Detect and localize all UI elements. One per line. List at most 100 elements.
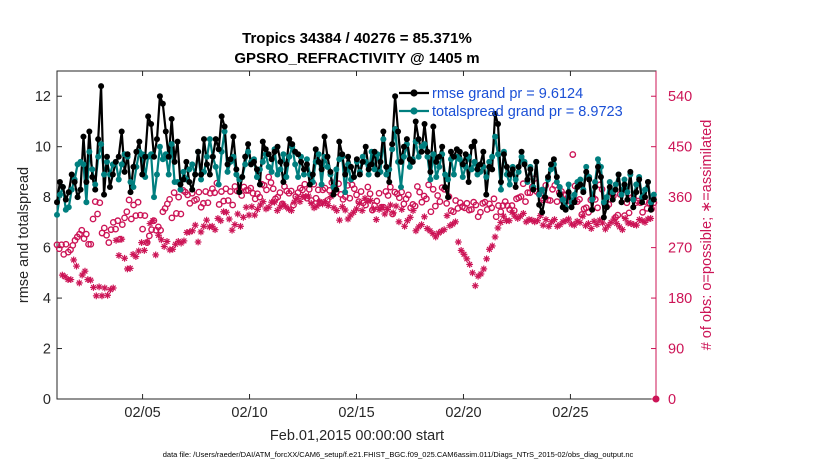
possible-point	[594, 204, 601, 212]
asterisk-stroke	[297, 198, 303, 205]
possible-point	[472, 201, 480, 209]
asterisk-stroke	[480, 266, 487, 272]
asterisk-stroke	[87, 277, 94, 283]
possible-point	[436, 198, 444, 206]
possible-point	[58, 241, 65, 249]
assimilated-point	[341, 206, 349, 214]
asterisk-stroke	[200, 223, 207, 230]
asterisk-stroke	[203, 217, 210, 223]
totalspread-point	[365, 171, 372, 178]
asterisk-stroke	[99, 293, 105, 299]
totalspread-point	[383, 171, 390, 178]
possible-point	[145, 232, 153, 240]
possible-point	[269, 185, 277, 193]
assimilated-point	[488, 242, 496, 250]
x-tick-label: 02/10	[231, 405, 267, 421]
rmse-point	[562, 206, 569, 213]
asterisk-stroke	[73, 263, 80, 269]
rmse-point	[89, 173, 96, 180]
rmse-point	[586, 176, 593, 183]
rmse-point	[542, 194, 549, 201]
rmse-point	[630, 204, 637, 211]
data-file-footer: data file: /Users/raeder/DAI/ATM_forcXX/…	[163, 450, 634, 459]
totalspread-point	[415, 153, 422, 160]
rmse-point	[409, 158, 416, 165]
assimilated-point	[194, 238, 202, 246]
assimilated-point	[570, 221, 578, 229]
assimilated-point	[126, 264, 134, 272]
totalspread-point	[624, 189, 631, 196]
asterisk-stroke	[390, 210, 397, 216]
asterisk-stroke	[401, 223, 408, 230]
totalspread-point	[265, 163, 272, 170]
rmse-point	[503, 163, 510, 170]
totalspread-point	[406, 163, 413, 170]
asterisk-stroke	[333, 207, 340, 214]
rmse-point	[371, 148, 378, 155]
totalspread-point	[274, 171, 281, 178]
rmse-point	[553, 173, 560, 180]
possible-point	[211, 189, 219, 197]
rmse-point	[186, 179, 193, 186]
rmse-point	[389, 141, 396, 148]
asterisk-stroke	[209, 223, 216, 230]
assimilated-point	[225, 215, 233, 223]
asterisk-stroke	[452, 219, 459, 225]
possible-point	[373, 197, 381, 205]
rmse-point	[212, 136, 219, 143]
possible-point	[256, 193, 264, 201]
y-axis-left-label: rmse and totalspread	[16, 167, 32, 303]
rmse-point	[315, 158, 322, 165]
rmse-point	[195, 148, 202, 155]
rmse-point	[265, 151, 272, 158]
rmse-point	[447, 148, 454, 155]
possible-point	[114, 217, 122, 225]
y-right-tick-label: 540	[668, 89, 692, 105]
possible-point	[121, 214, 128, 222]
assimilated-point	[418, 221, 425, 229]
rmse-point	[392, 93, 399, 100]
totalspread-point	[359, 153, 366, 160]
asterisk-stroke	[427, 227, 433, 234]
asterisk-stroke	[529, 217, 535, 223]
asterisk-stroke	[175, 238, 182, 245]
assimilated-point	[466, 261, 474, 268]
asterisk-stroke	[495, 225, 501, 231]
assimilated-point	[587, 225, 595, 232]
possible-point	[411, 202, 419, 210]
possible-point	[422, 195, 430, 203]
rmse-point	[274, 143, 281, 150]
asterisk-stroke	[466, 261, 473, 268]
rmse-point	[365, 166, 372, 173]
rmse-point	[286, 136, 293, 143]
rmse-point	[115, 153, 122, 160]
rmse-point	[506, 171, 513, 178]
asterisk-stroke	[121, 255, 128, 262]
rmse-point	[362, 143, 369, 150]
rmse-point	[253, 166, 260, 173]
y-left-tick-label: 6	[43, 241, 51, 257]
possible-point	[517, 193, 525, 200]
totalspread-point	[398, 184, 405, 191]
possible-point	[578, 211, 586, 218]
rmse-point	[56, 179, 63, 186]
totalspread-point	[253, 173, 260, 180]
rmse-point	[218, 113, 225, 120]
totalspread-point	[506, 181, 513, 188]
assimilated-point	[169, 245, 177, 253]
rmse-point	[644, 179, 651, 186]
possible-point	[87, 240, 95, 248]
rmse-point	[465, 179, 472, 186]
assimilated-point	[542, 216, 550, 223]
rmse-point	[171, 158, 178, 165]
assimilated-point	[401, 222, 408, 230]
asterisk-stroke	[266, 204, 272, 211]
possible-point	[82, 230, 90, 238]
asterisk-stroke	[647, 215, 654, 222]
totalspread-point	[80, 161, 87, 168]
assimilated-point	[395, 218, 403, 226]
assimilated-point	[160, 243, 168, 250]
rmse-point	[121, 168, 128, 175]
rmse-point	[159, 100, 166, 107]
